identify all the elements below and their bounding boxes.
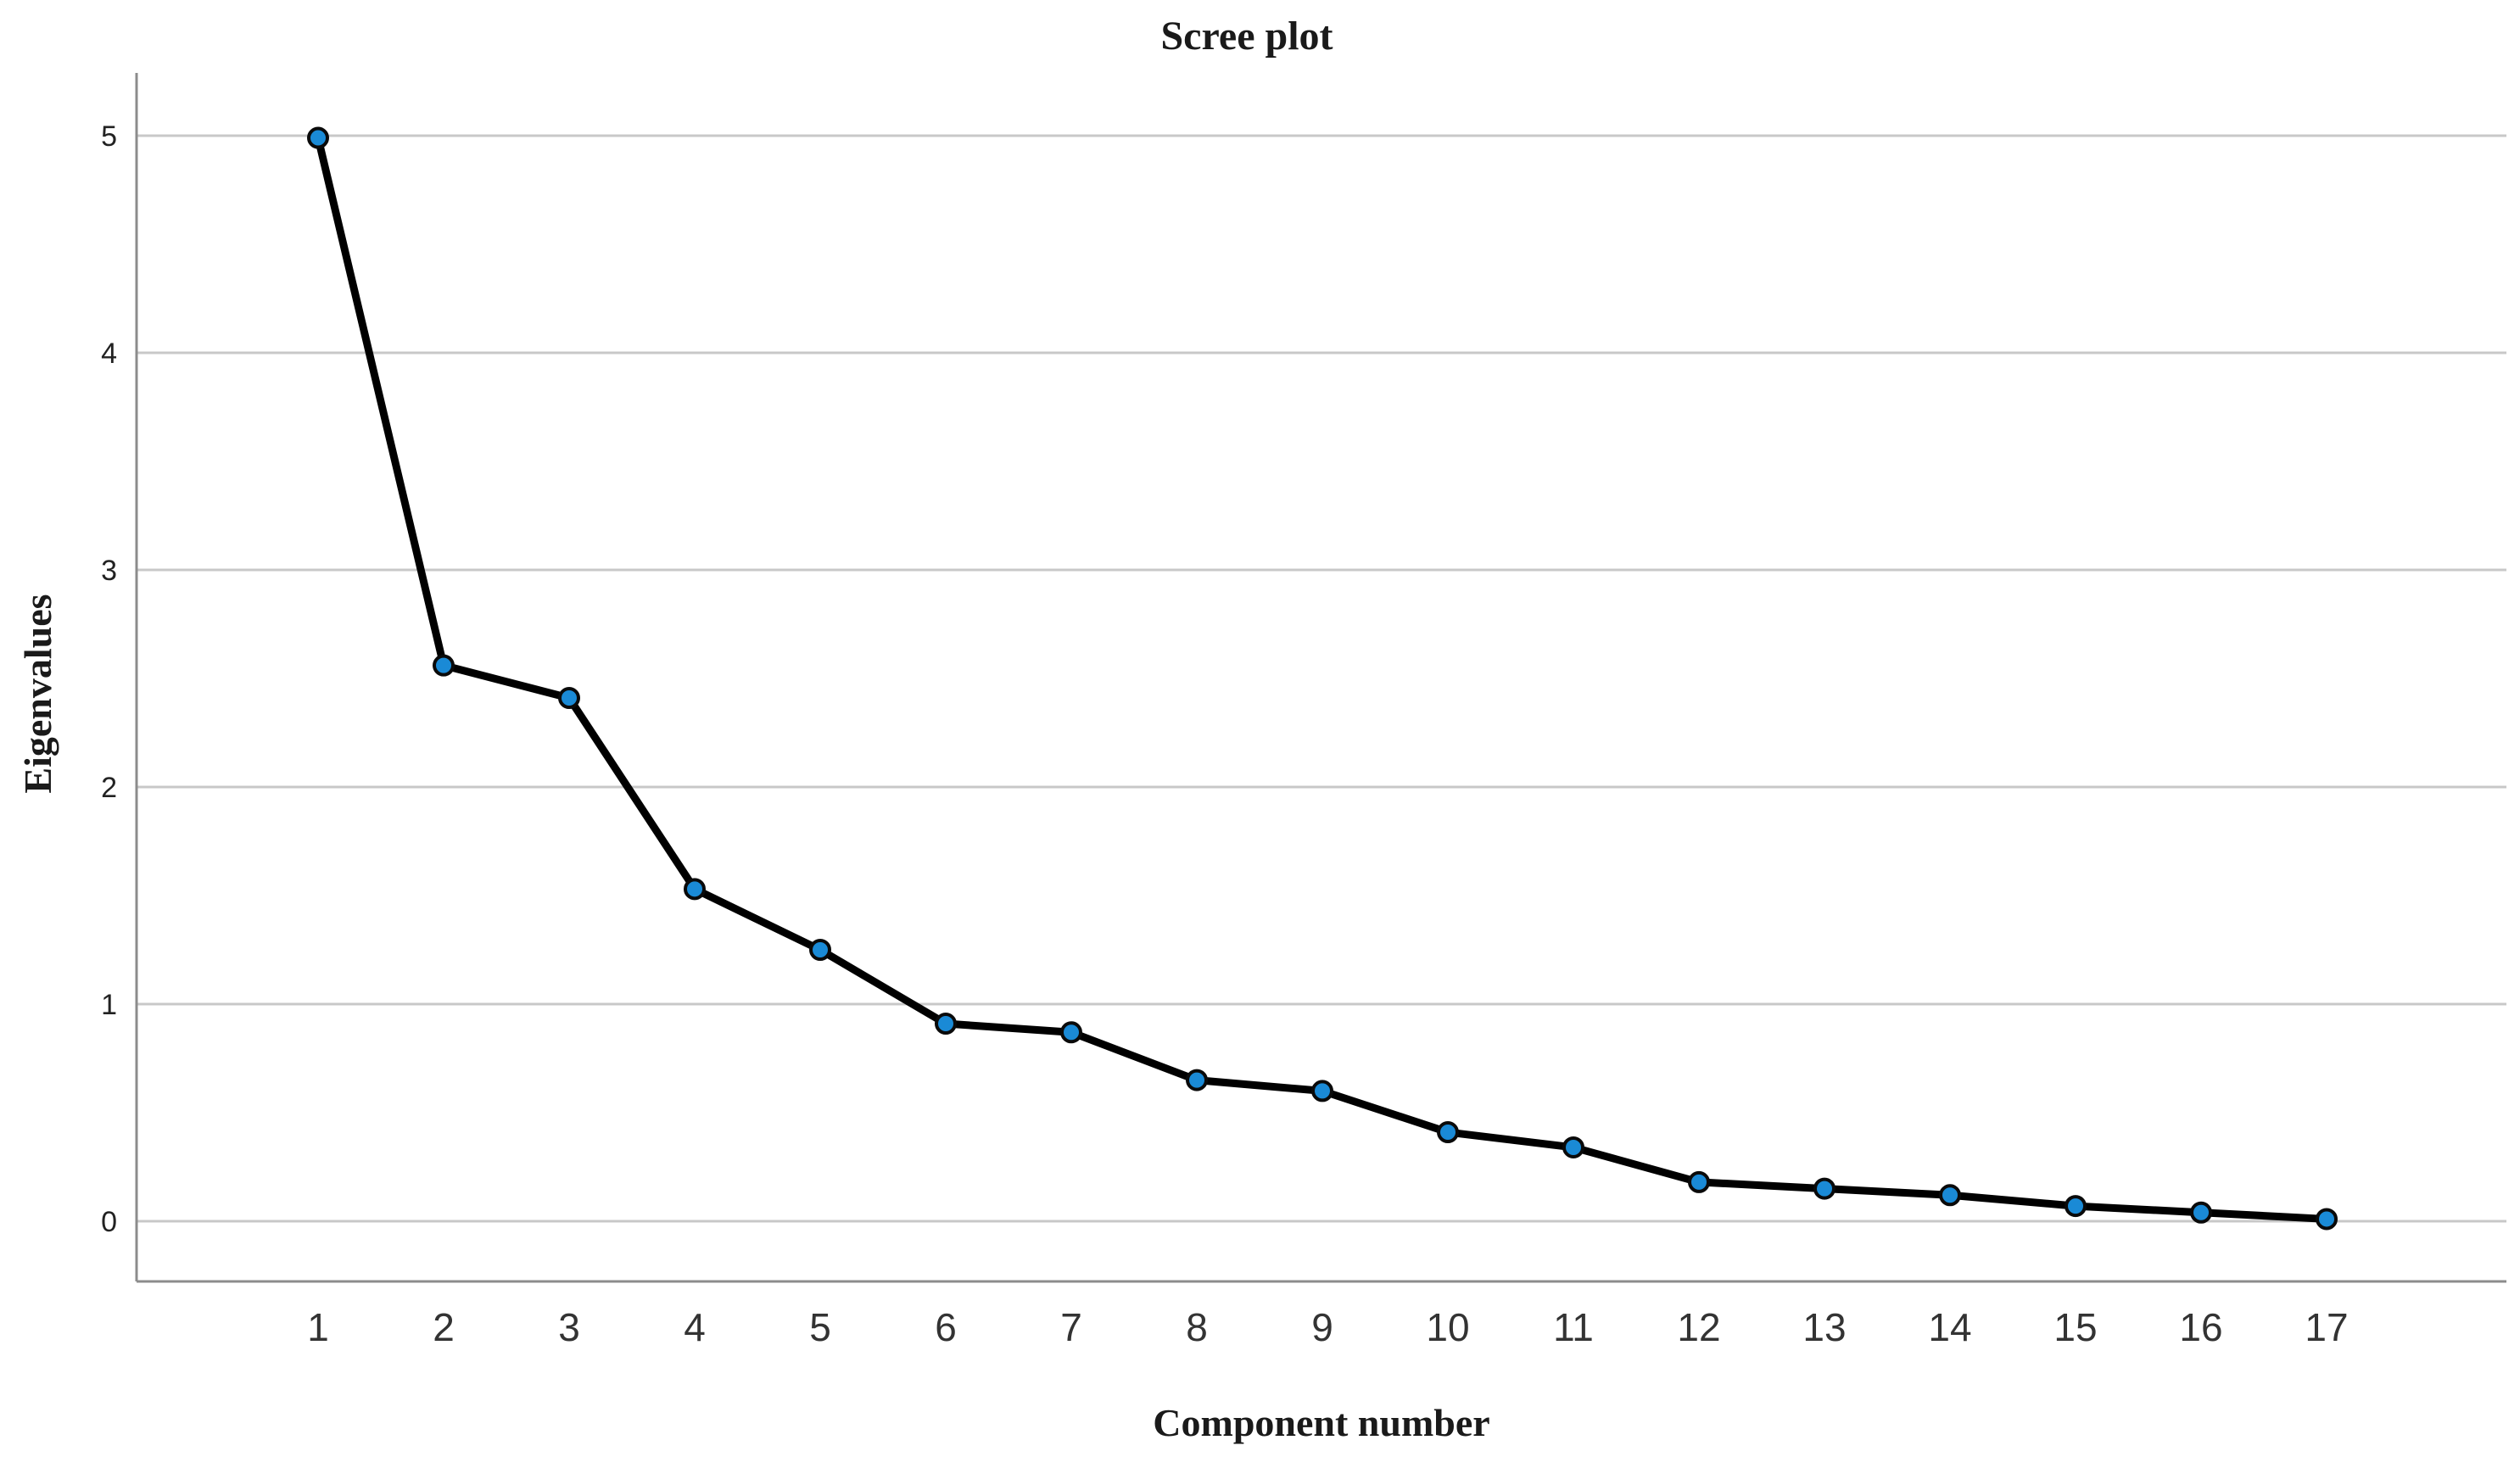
y-tick-label: 4 [101, 338, 117, 370]
y-axis-title: Eigenvalues [16, 594, 59, 793]
data-point [1939, 1184, 1961, 1207]
x-tick-label: 9 [1311, 1305, 1333, 1349]
data-point [307, 126, 329, 149]
y-tick-label: 5 [101, 120, 117, 153]
x-tick-label: 12 [1677, 1305, 1720, 1349]
x-tick-label: 16 [2179, 1305, 2222, 1349]
eigenvalue-line [314, 134, 2331, 1223]
chart-title: Scree plot [1160, 14, 1333, 59]
x-tick-label: 5 [809, 1305, 831, 1349]
data-point [1562, 1136, 1584, 1158]
x-tick-label: 7 [1060, 1305, 1082, 1349]
x-tick-labels: 1 2 3 4 5 6 7 8 9 10 11 12 13 14 15 16 17 [307, 1305, 2348, 1349]
x-tick-label: 17 [2305, 1305, 2348, 1349]
x-tick-label: 3 [558, 1305, 580, 1349]
data-point [684, 878, 706, 901]
y-tick-labels: 0 1 2 3 4 5 [101, 120, 117, 1238]
x-tick-label: 11 [1553, 1305, 1594, 1349]
data-point [1186, 1069, 1208, 1091]
data-point [1437, 1121, 1459, 1144]
x-tick-label: 13 [1802, 1305, 1846, 1349]
x-tick-label: 15 [2053, 1305, 2097, 1349]
x-tick-label: 6 [935, 1305, 957, 1349]
x-axis-title: Component number [1153, 1401, 1489, 1444]
x-tick-label: 2 [433, 1305, 455, 1349]
data-point [1813, 1177, 1836, 1200]
data-point [433, 654, 455, 677]
y-tick-label: 0 [101, 1206, 117, 1238]
y-tick-label: 3 [101, 555, 117, 587]
axes [135, 73, 2506, 1283]
data-point [1060, 1021, 1082, 1044]
data-point [2190, 1201, 2212, 1224]
data-point [558, 687, 580, 710]
data-point [2065, 1195, 2087, 1218]
data-point [2316, 1208, 2338, 1231]
gridlines [137, 134, 2506, 1223]
x-tick-label: 14 [1928, 1305, 1971, 1349]
data-point [809, 939, 831, 961]
data-point [1311, 1080, 1333, 1102]
x-tick-label: 4 [684, 1305, 706, 1349]
x-tick-label: 10 [1426, 1305, 1469, 1349]
data-point [935, 1013, 957, 1035]
y-tick-label: 1 [101, 989, 117, 1021]
data-points [307, 126, 2338, 1231]
data-point [1688, 1170, 1710, 1193]
x-tick-label: 1 [307, 1305, 329, 1349]
x-tick-label: 8 [1186, 1305, 1208, 1349]
y-tick-label: 2 [101, 772, 117, 804]
